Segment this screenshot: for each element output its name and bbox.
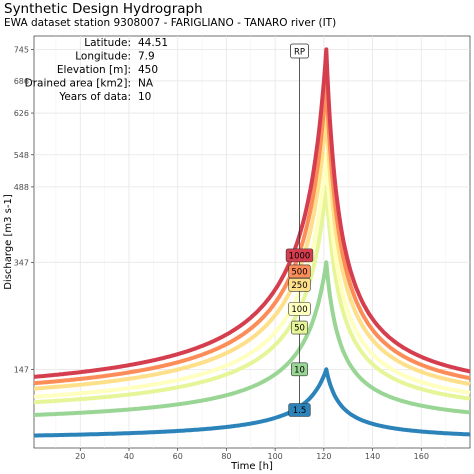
station-info-value: 44.51 [138,37,168,49]
x-tick-label: 120 [316,452,331,461]
station-info-label: Drained area [km2]: [25,78,131,90]
rp-label-10: 10 [294,365,305,375]
y-tick-label: 147 [14,365,29,374]
y-tick-label: 745 [14,45,29,54]
rp-label-box-10 [290,362,308,377]
y-tick-label: 626 [14,109,29,118]
y-axis-title: Discharge [m3 s-1] [3,194,14,290]
series-line-10 [33,260,471,417]
station-info-value: 450 [138,64,158,76]
station-info-label: Latitude: [84,37,131,49]
series-line-1000 [33,47,471,379]
series-line-100 [33,152,471,399]
axes: 20 40 60 80 100 120 140 160 147 347 488 548 626 686 74… [14,45,429,461]
rp-label-box-100 [288,302,311,316]
station-info-label: Longitude: [75,51,131,63]
rp-label-100: 100 [291,305,307,315]
rp-label-500: 500 [291,267,307,277]
station-info-value: 10 [138,91,151,103]
series-line-500 [33,78,471,386]
rp-label-box-500 [288,264,311,279]
station-info-label: Years of data: [58,91,131,103]
hydrograph-curves [33,47,471,438]
y-tick-label: 686 [14,77,29,86]
station-info: Latitude: 44.51 Longitude: 7.9 Elevation [m]… [25,37,168,103]
rp-label-box-50 [290,320,308,335]
rp-label-1.5: 1.5 [293,406,307,416]
x-tick-label: 60 [173,452,183,461]
rp-label-250: 250 [291,281,307,291]
y-tick-label: 347 [14,258,29,267]
x-tick-label: 140 [365,452,380,461]
series-line-250 [33,111,471,391]
x-axis-title: Time [h] [230,461,273,472]
rp-label-box-1.5 [288,403,311,417]
series-line-1.5 [33,367,471,438]
station-info-value: 7.9 [138,51,155,63]
rp-marker-label: RP [294,48,305,58]
x-tick-label: 100 [267,452,282,461]
x-tick-label: 20 [75,452,85,461]
chart-subtitle: EWA dataset station 9308007 - FARIGLIANO… [4,17,337,29]
station-info-value: NA [138,78,154,90]
rp-label-50: 50 [294,324,305,334]
x-tick-label: 80 [221,452,231,461]
x-tick-label: 160 [414,452,429,461]
y-tick-label: 548 [14,151,29,160]
rp-label-box-1000 [285,248,314,263]
y-tick-label: 488 [14,183,29,192]
x-tick-label: 40 [124,452,134,461]
rp-marker-box [290,43,309,59]
return-period-labels: 1.5 10 50 100 250 500 1000 [285,248,314,417]
station-info-label: Elevation [m]: [57,64,131,76]
chart-title: Synthetic Design Hydrograph [4,1,203,17]
rp-label-box-250 [288,278,311,292]
series-line-50 [33,184,471,405]
rp-label-1000: 1000 [289,251,311,261]
